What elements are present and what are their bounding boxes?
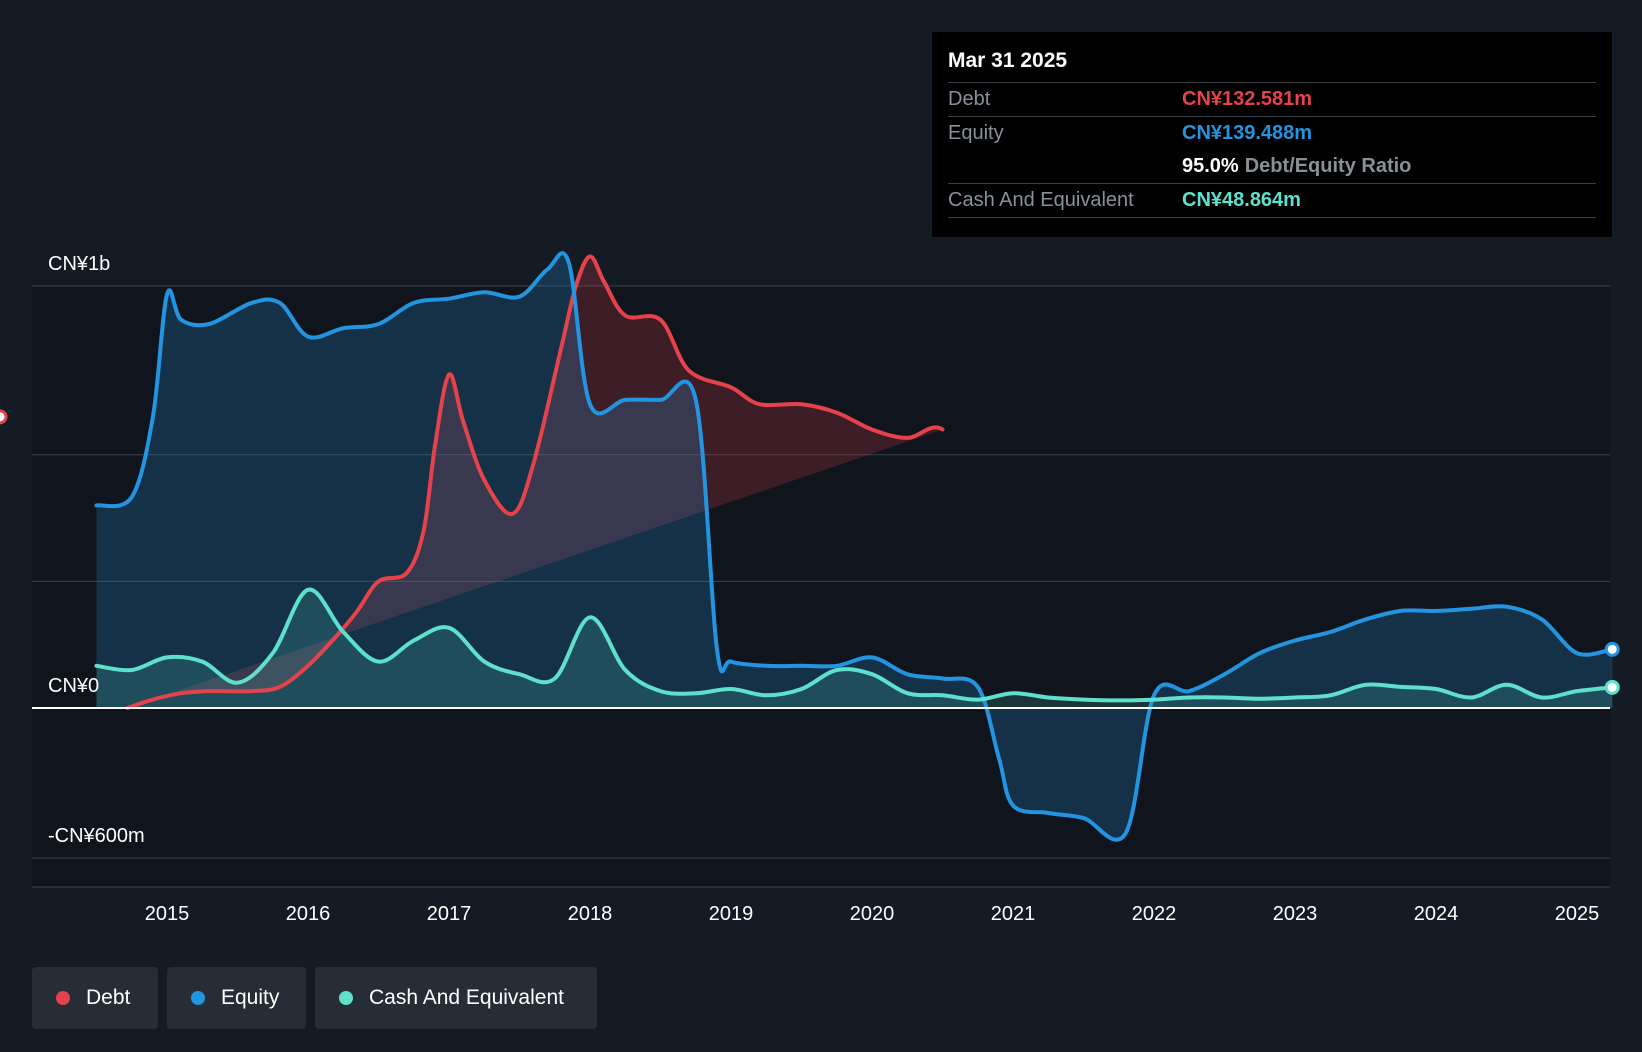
x-axis: 2015 2016 2017 2018 2019 2020 2021 2022 2023 2024…	[145, 903, 1600, 925]
legend-item-equity[interactable]: Equity	[167, 967, 306, 1029]
x-tick-label: 2023	[1273, 903, 1318, 925]
series-endpoints	[0, 409, 1620, 695]
y-tick-label: -CN¥600m	[48, 825, 145, 847]
tooltip-row-debt: Debt CN¥132.581m	[948, 82, 1596, 116]
tooltip-panel: Mar 31 2025 Debt CN¥132.581m Equity CN¥1…	[932, 32, 1612, 237]
area-cash-and-equivalent	[96, 589, 1613, 708]
legend-label-cash: Cash And Equivalent	[369, 986, 564, 1009]
x-tick-label: 2024	[1414, 903, 1459, 925]
tooltip-ratio-label: Debt/Equity Ratio	[1244, 155, 1412, 177]
tooltip-equity-value: CN¥139.488m	[1182, 122, 1313, 144]
tooltip-cash-value: CN¥48.864m	[1182, 189, 1301, 211]
x-tick-label: 2020	[850, 903, 895, 925]
legend-dot-cash-icon	[339, 991, 353, 1005]
y-tick-label: CN¥0	[48, 675, 99, 697]
legend-dot-debt-icon	[56, 991, 70, 1005]
tooltip-equity-label: Equity	[948, 122, 1004, 144]
series-lines	[32, 251, 1615, 842]
series-areas	[96, 253, 1613, 840]
tooltip-ratio-value: 95.0%	[1182, 155, 1239, 177]
endpoint-cash-and-equivalent	[1604, 679, 1620, 695]
legend-item-debt[interactable]: Debt	[32, 967, 158, 1029]
tooltip-row-cash: Cash And Equivalent CN¥48.864m	[948, 183, 1596, 218]
y-axis: CN¥1b CN¥0 -CN¥600m	[48, 253, 145, 847]
endpoint-debt	[0, 409, 8, 425]
tooltip-debt-value: CN¥132.581m	[1182, 88, 1313, 110]
legend-label-equity: Equity	[221, 986, 280, 1009]
tooltip-row-ratio: 95.0% Debt/Equity Ratio	[948, 150, 1596, 183]
x-tick-label: 2018	[568, 903, 613, 925]
gridlines	[32, 285, 1610, 888]
area-equity	[96, 253, 1613, 840]
legend-label-debt: Debt	[86, 986, 131, 1009]
y-tick-label: CN¥1b	[48, 253, 110, 275]
x-tick-label: 2021	[991, 903, 1036, 925]
area-debt	[127, 256, 943, 708]
x-tick-label: 2015	[145, 903, 190, 925]
tooltip-date: Mar 31 2025	[948, 49, 1068, 72]
x-tick-label: 2025	[1555, 903, 1600, 925]
tooltip-row-equity: Equity CN¥139.488m	[948, 116, 1596, 150]
legend-item-cash[interactable]: Cash And Equivalent	[315, 967, 597, 1029]
endpoint-equity	[1604, 641, 1620, 657]
legend: Debt Equity Cash And Equivalent	[32, 967, 597, 1029]
x-tick-label: 2022	[1132, 903, 1177, 925]
x-tick-label: 2019	[709, 903, 754, 925]
x-tick-label: 2017	[427, 903, 472, 925]
tooltip-debt-label: Debt	[948, 88, 991, 110]
line-equity	[94, 251, 1615, 842]
line-cash-and-equivalent	[94, 587, 1615, 703]
x-tick-label: 2016	[286, 903, 331, 925]
line-debt	[125, 254, 945, 710]
legend-dot-equity-icon	[191, 991, 205, 1005]
plot-background	[32, 286, 1610, 886]
tooltip-cash-label: Cash And Equivalent	[948, 189, 1134, 211]
